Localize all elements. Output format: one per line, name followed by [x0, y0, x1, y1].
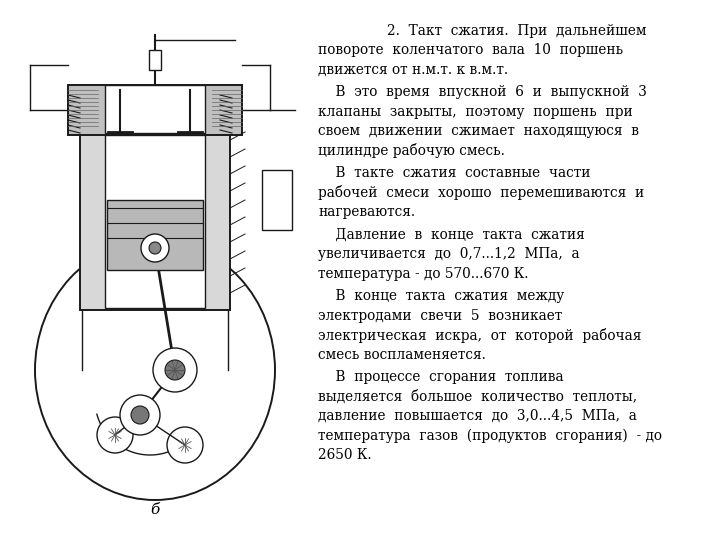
Text: В  это  время  впускной  6  и  выпускной  3: В это время впускной 6 и выпускной 3 [318, 85, 647, 99]
Bar [262, 170, 292, 230]
Circle shape [165, 360, 185, 380]
Text: температура - до 570...670 К.: температура - до 570...670 К. [318, 267, 528, 281]
Text: повороте  коленчатого  вала  10  поршень: повороте коленчатого вала 10 поршень [318, 43, 623, 57]
Text: смесь воспламеняется.: смесь воспламеняется. [318, 348, 486, 362]
Text: нагреваются.: нагреваются. [318, 205, 415, 219]
Text: движется от н.м.т. к в.м.т.: движется от н.м.т. к в.м.т. [318, 63, 508, 77]
Text: Давление  в  конце  такта  сжатия: Давление в конце такта сжатия [318, 227, 585, 241]
Bar [149, 50, 161, 70]
Bar [80, 130, 230, 310]
Text: клапаны  закрыты,  поэтому  поршень  при: клапаны закрыты, поэтому поршень при [318, 105, 633, 119]
Bar [105, 85, 205, 133]
Text: цилиндре рабочую смесь.: цилиндре рабочую смесь. [318, 143, 505, 158]
Text: В  такте  сжатия  составные  части: В такте сжатия составные части [318, 166, 590, 180]
Text: рабочей  смеси  хорошо  перемешиваются  и: рабочей смеси хорошо перемешиваются и [318, 185, 644, 200]
Text: 2.  Такт  сжатия.  При  дальнейшем: 2. Такт сжатия. При дальнейшем [387, 24, 647, 38]
Text: В  конце  такта  сжатия  между: В конце такта сжатия между [318, 289, 564, 303]
Circle shape [153, 348, 197, 392]
Circle shape [149, 242, 161, 254]
Circle shape [131, 406, 149, 424]
Text: электродами  свечи  5  возникает: электродами свечи 5 возникает [318, 308, 562, 322]
Text: увеличивается  до  0,7...1,2  МПа,  а: увеличивается до 0,7...1,2 МПа, а [318, 247, 580, 261]
Ellipse shape [35, 240, 275, 500]
Bar [107, 200, 203, 270]
Circle shape [97, 417, 133, 453]
Text: 2650 К.: 2650 К. [318, 448, 372, 462]
Circle shape [167, 427, 203, 463]
Text: В  процессе  сгорания  топлива: В процессе сгорания топлива [318, 370, 564, 384]
Text: своем  движении  сжимает  находящуюся  в: своем движении сжимает находящуюся в [318, 124, 639, 138]
Text: температура  газов  (продуктов  сгорания)  - до: температура газов (продуктов сгорания) -… [318, 428, 662, 443]
Text: б: б [150, 503, 160, 517]
Text: выделяется  большое  количество  теплоты,: выделяется большое количество теплоты, [318, 389, 637, 404]
Text: электрическая  искра,  от  которой  рабочая: электрическая искра, от которой рабочая [318, 328, 642, 342]
Text: давление  повышается  до  3,0...4,5  МПа,  а: давление повышается до 3,0...4,5 МПа, а [318, 409, 637, 423]
Bar [105, 135, 205, 308]
Circle shape [141, 234, 169, 262]
Bar [68, 85, 242, 135]
Circle shape [120, 395, 160, 435]
